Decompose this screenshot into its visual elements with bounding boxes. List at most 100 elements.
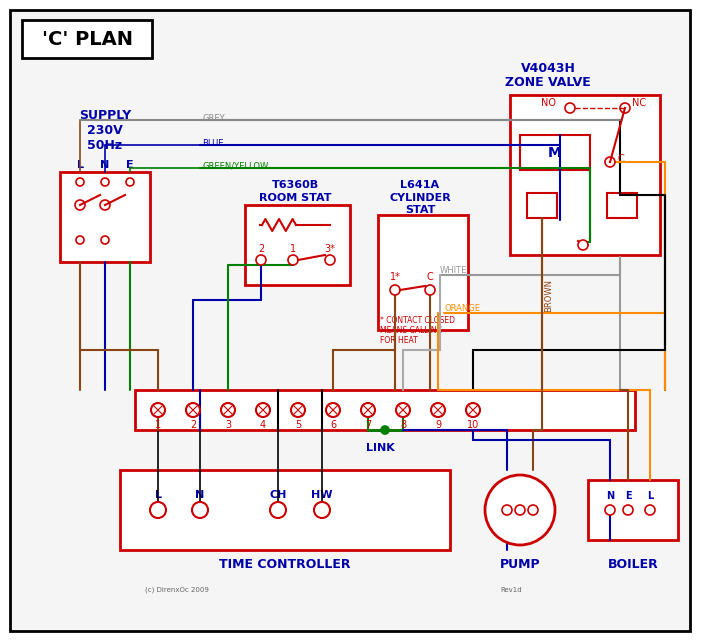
Text: 5: 5: [295, 420, 301, 430]
FancyBboxPatch shape: [588, 480, 678, 540]
FancyBboxPatch shape: [245, 205, 350, 285]
Circle shape: [101, 178, 109, 186]
Text: STAT: STAT: [405, 205, 435, 215]
Circle shape: [151, 403, 165, 417]
Text: N: N: [503, 493, 511, 503]
Circle shape: [221, 403, 235, 417]
Text: TIME CONTROLLER: TIME CONTROLLER: [219, 558, 351, 572]
Text: ROOM STAT: ROOM STAT: [259, 193, 331, 203]
FancyBboxPatch shape: [135, 390, 635, 430]
Circle shape: [502, 505, 512, 515]
Text: E: E: [126, 160, 134, 170]
Text: L: L: [647, 491, 653, 501]
Text: (c) DirenxOc 2009: (c) DirenxOc 2009: [145, 587, 209, 594]
FancyBboxPatch shape: [520, 135, 590, 170]
Circle shape: [192, 502, 208, 518]
Circle shape: [100, 200, 110, 210]
Circle shape: [605, 505, 615, 515]
Circle shape: [515, 505, 525, 515]
Text: BROWN: BROWN: [544, 278, 553, 312]
Circle shape: [291, 403, 305, 417]
Text: 4: 4: [260, 420, 266, 430]
Text: ZONE VALVE: ZONE VALVE: [505, 76, 591, 88]
FancyBboxPatch shape: [378, 215, 468, 330]
Circle shape: [381, 426, 389, 434]
Text: C: C: [617, 154, 624, 164]
Text: C: C: [427, 272, 433, 282]
Text: MEANS CALLING: MEANS CALLING: [380, 326, 442, 335]
Circle shape: [396, 403, 410, 417]
Circle shape: [431, 403, 445, 417]
Circle shape: [623, 505, 633, 515]
Circle shape: [288, 255, 298, 265]
Text: CYLINDER: CYLINDER: [389, 193, 451, 203]
Text: 'C' PLAN: 'C' PLAN: [41, 29, 133, 49]
Circle shape: [314, 502, 330, 518]
Text: T6360B: T6360B: [272, 180, 319, 190]
FancyBboxPatch shape: [60, 172, 150, 262]
Circle shape: [101, 236, 109, 244]
FancyBboxPatch shape: [120, 470, 450, 550]
Circle shape: [390, 285, 400, 295]
Text: 50Hz: 50Hz: [88, 138, 123, 151]
Text: 7: 7: [365, 420, 371, 430]
Text: PUMP: PUMP: [500, 558, 541, 572]
Circle shape: [425, 285, 435, 295]
Text: GREEN/YELLOW: GREEN/YELLOW: [202, 162, 268, 171]
Text: BLUE: BLUE: [202, 138, 223, 147]
Text: LINK: LINK: [366, 443, 395, 453]
Circle shape: [326, 403, 340, 417]
Text: 6: 6: [330, 420, 336, 430]
Text: 230V: 230V: [87, 124, 123, 137]
Circle shape: [605, 157, 615, 167]
Text: 1: 1: [155, 420, 161, 430]
Text: L: L: [77, 160, 84, 170]
Circle shape: [150, 502, 166, 518]
Circle shape: [361, 403, 375, 417]
FancyBboxPatch shape: [22, 20, 152, 58]
Text: HW: HW: [311, 490, 333, 500]
Circle shape: [565, 103, 575, 113]
Circle shape: [485, 475, 555, 545]
Text: GREY: GREY: [202, 113, 225, 122]
FancyBboxPatch shape: [10, 10, 690, 631]
Text: E: E: [625, 491, 631, 501]
Text: 3*: 3*: [324, 244, 336, 254]
Text: WHITE: WHITE: [440, 265, 468, 274]
Circle shape: [186, 403, 200, 417]
Text: Rev1d: Rev1d: [500, 587, 522, 593]
Text: ORANGE: ORANGE: [444, 303, 480, 313]
Circle shape: [620, 103, 630, 113]
Text: 1*: 1*: [390, 272, 400, 282]
Text: N: N: [100, 160, 110, 170]
Circle shape: [76, 236, 84, 244]
Text: 2: 2: [258, 244, 264, 254]
Circle shape: [578, 240, 588, 250]
Text: L: L: [530, 493, 536, 503]
Text: BOILER: BOILER: [608, 558, 658, 572]
Text: SUPPLY: SUPPLY: [79, 108, 131, 122]
Circle shape: [645, 505, 655, 515]
Text: NO: NO: [541, 98, 555, 108]
Circle shape: [466, 403, 480, 417]
Text: 10: 10: [467, 420, 479, 430]
Text: * CONTACT CLOSED: * CONTACT CLOSED: [380, 315, 455, 324]
Text: 2: 2: [190, 420, 196, 430]
Circle shape: [325, 255, 335, 265]
Text: CH: CH: [270, 490, 286, 500]
Text: E: E: [517, 493, 523, 503]
Text: FOR HEAT: FOR HEAT: [380, 335, 418, 344]
FancyBboxPatch shape: [607, 193, 637, 218]
Text: 1: 1: [290, 244, 296, 254]
Circle shape: [256, 255, 266, 265]
FancyBboxPatch shape: [510, 95, 660, 255]
FancyBboxPatch shape: [527, 193, 557, 218]
Circle shape: [76, 178, 84, 186]
Text: L641A: L641A: [400, 180, 439, 190]
Circle shape: [270, 502, 286, 518]
Text: V4043H: V4043H: [521, 62, 576, 74]
Text: N: N: [195, 490, 204, 500]
Text: L: L: [154, 490, 161, 500]
Text: NC: NC: [632, 98, 646, 108]
Text: 9: 9: [435, 420, 441, 430]
